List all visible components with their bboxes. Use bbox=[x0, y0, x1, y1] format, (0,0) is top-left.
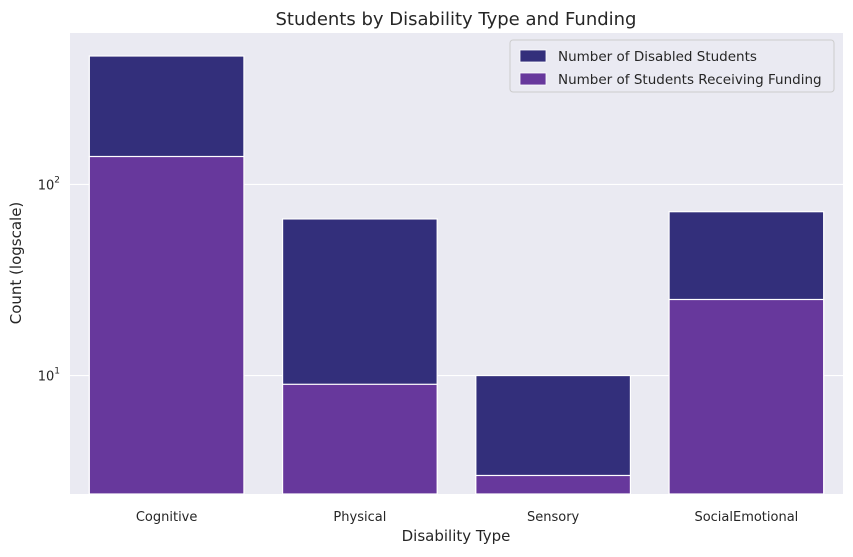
x-tick-label: Cognitive bbox=[136, 510, 198, 525]
bar-funded-students bbox=[475, 474, 632, 495]
x-tick-label: SocialEmotional bbox=[694, 510, 798, 525]
legend-box bbox=[509, 39, 835, 93]
legend-swatch bbox=[519, 49, 547, 63]
bar-disabled-students bbox=[475, 374, 632, 495]
y-ticks: 101 102 bbox=[38, 175, 60, 384]
legend: Number of Disabled Students Number of Stu… bbox=[509, 39, 835, 93]
y-tick-label: 102 bbox=[38, 175, 60, 193]
bar-funded-students bbox=[281, 383, 438, 495]
x-ticks: Cognitive Physical Sensory SocialEmotional bbox=[136, 510, 798, 525]
legend-label: Number of Students Receiving Funding bbox=[558, 72, 822, 88]
bar-funded-students bbox=[88, 155, 245, 495]
x-axis-label: Disability Type bbox=[402, 527, 511, 545]
y-tick-label: 101 bbox=[38, 367, 60, 385]
legend-label: Number of Disabled Students bbox=[558, 49, 757, 65]
y-axis-label: Count (logscale) bbox=[7, 202, 25, 325]
bar-funded-students bbox=[668, 298, 825, 495]
x-tick-label: Physical bbox=[333, 510, 386, 525]
legend-swatch bbox=[519, 72, 547, 86]
x-tick-label: Sensory bbox=[527, 510, 580, 525]
bars bbox=[88, 55, 825, 495]
chart-title: Students by Disability Type and Funding bbox=[276, 9, 637, 30]
